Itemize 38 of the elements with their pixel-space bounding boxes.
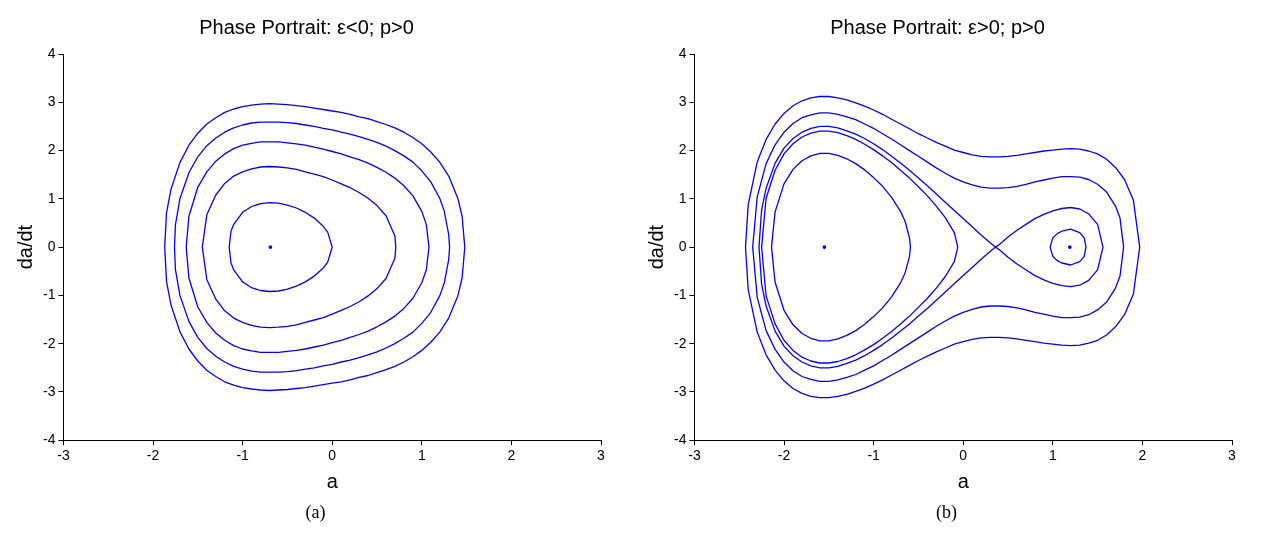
y-tick-label: 0: [678, 237, 687, 254]
x-tick-label: 2: [1138, 447, 1147, 464]
y-tick-label: -2: [43, 334, 56, 351]
x-tick-label: 0: [328, 447, 337, 464]
x-tick-label: 3: [1228, 447, 1237, 464]
x-tick-label: -1: [236, 447, 250, 464]
y-tick-label: -3: [43, 382, 56, 399]
x-tick-label: 1: [417, 447, 426, 464]
y-tick-label: -1: [43, 286, 56, 303]
x-tick-label: -2: [777, 447, 791, 464]
y-axis-title: da/dt: [13, 224, 36, 270]
x-axis-title: a: [957, 469, 970, 492]
y-tick-label: -1: [674, 286, 687, 303]
x-tick-label: -2: [146, 447, 160, 464]
y-tick-label: 2: [47, 141, 56, 158]
chart-title: Phase Portrait: ε>0; p>0: [830, 15, 1045, 38]
y-tick-label: -2: [674, 334, 687, 351]
y-tick-label: 4: [678, 44, 687, 61]
y-axis-title: da/dt: [644, 224, 667, 270]
x-tick-label: 0: [959, 447, 968, 464]
y-tick-label: 2: [678, 141, 687, 158]
chart-title: Phase Portrait: ε<0; p>0: [199, 15, 414, 38]
y-tick-label: 3: [47, 93, 56, 110]
y-tick-label: -4: [43, 431, 56, 448]
y-tick-label: 1: [47, 189, 56, 206]
x-tick-label: 2: [507, 447, 516, 464]
y-tick-label: 4: [47, 44, 56, 61]
x-tick-label: 3: [597, 447, 606, 464]
y-tick-label: -4: [674, 431, 687, 448]
y-tick-label: -3: [674, 382, 687, 399]
x-tick-label: 1: [1048, 447, 1057, 464]
text: (a): [305, 502, 326, 523]
x-tick-label: -1: [867, 447, 881, 464]
y-tick-label: 0: [47, 237, 56, 254]
x-axis-title: a: [326, 469, 339, 492]
y-tick-label: 3: [678, 93, 687, 110]
text: (b): [936, 502, 957, 523]
y-tick-label: 1: [678, 189, 687, 206]
